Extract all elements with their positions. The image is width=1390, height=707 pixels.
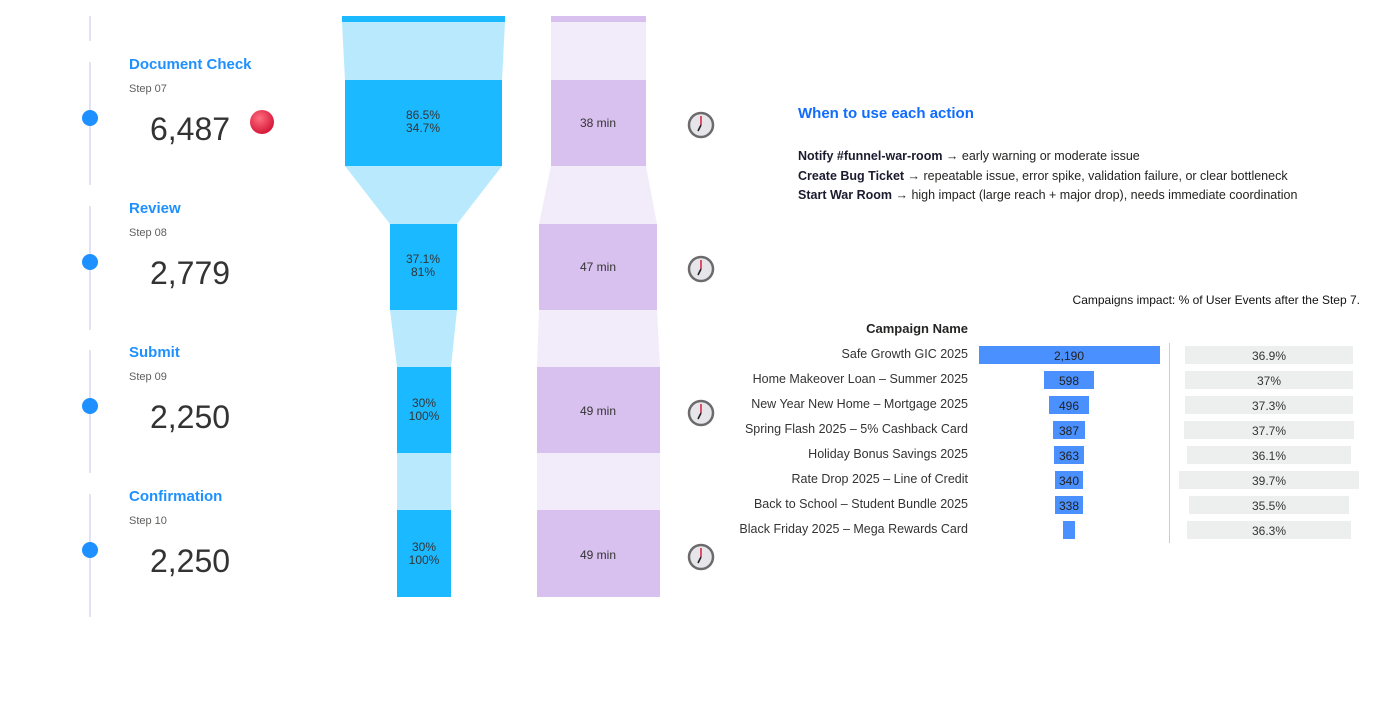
step-title: Submit [129,344,180,361]
share-rate: 81% [410,265,436,279]
funnel-connector [397,453,451,510]
help-item: Start War Room → high impact (large reac… [798,188,1297,202]
time-top-strip [551,16,646,22]
campaign-count-bar: 387 [1053,421,1085,439]
funnel-label: 30% 100% [384,541,464,567]
step-number: Step 08 [129,227,167,239]
campaign-pct-bar: 36.1% [1187,446,1351,464]
timeline-dot [82,110,98,126]
conversion-rate: 37.1% [405,252,441,266]
help-action: Create Bug Ticket [798,168,905,183]
funnel-label: 86.5% 34.7% [383,109,463,135]
campaign-name: Back to School – Student Bundle 2025 [753,497,968,511]
campaign-name: Home Makeover Loan – Summer 2025 [752,372,968,386]
campaign-name-header: Campaign Name [866,321,968,336]
time-connector [539,166,657,224]
step-count: 2,250 [149,543,231,579]
funnel-connector [342,22,505,80]
campaigns-caption: Campaigns impact: % of User Events after… [1072,293,1360,307]
clock-icon [687,255,715,283]
step-title: Document Check [129,56,252,73]
campaign-name: Safe Growth GIC 2025 [841,347,968,361]
time-label: 38 min [579,116,617,130]
help-item: Notify #funnel-war-room → early warning … [798,149,1140,163]
step-count: 6,487 [149,111,231,147]
funnel-label: 37.1% 81% [383,253,463,279]
campaign-count-bar: 340 [1054,471,1084,489]
campaign-count-bar: 2,190 [978,346,1160,364]
campaign-pct-bar: 37.7% [1183,421,1355,439]
help-desc: → repeatable issue, error spike, validat… [904,168,1288,183]
column-divider [1169,343,1170,543]
share-rate: 34.7% [405,121,441,135]
help-action: Notify #funnel-war-room [798,149,943,163]
share-rate: 100% [408,409,440,423]
time-connector [537,310,660,367]
campaign-pct-bar: 36.9% [1185,346,1353,364]
campaign-name: Black Friday 2025 – Mega Rewards Card [739,522,968,536]
time-connector [551,22,646,80]
campaign-name: Spring Flash 2025 – 5% Cashback Card [744,422,968,436]
step-title: Review [129,200,181,217]
timeline-dot [82,398,98,414]
clock-icon [687,111,715,139]
red-circle-icon [250,110,274,134]
funnel-top-strip [342,16,505,22]
funnel-connector [345,166,502,224]
help-action: Start War Room [798,188,892,202]
funnel-chart [342,16,660,597]
funnel-label: 30% 100% [384,397,464,423]
step-number: Step 09 [129,371,167,383]
time-label: 49 min [579,404,617,418]
campaign-pct-bar: 37% [1185,371,1353,389]
help-title: When to use each action [798,105,974,122]
time-bar-step-07 [551,80,646,166]
campaign-pct-bar: 39.7% [1179,471,1359,489]
time-bar-step-10 [537,510,660,597]
campaign-count-bar: 338 [1055,496,1083,514]
conversion-rate: 30% [411,540,437,554]
campaign-count-bar: 598 [1044,371,1094,389]
conversion-rate: 86.5% [405,108,441,122]
campaign-name: New Year New Home – Mortgage 2025 [751,397,968,411]
campaign-pct-bar: 35.5% [1188,496,1350,514]
funnel-connector [390,310,457,367]
campaign-count-bar: 363 [1053,446,1084,464]
help-desc: → high impact (large reach + major drop)… [892,188,1298,202]
campaign-pct-bar: 36.3% [1186,521,1352,539]
clock-icon [687,543,715,571]
conversion-rate: 30% [411,396,437,410]
funnel-bar-step-08 [390,224,457,310]
campaign-count-bar: 496 [1048,396,1090,414]
campaign-name: Rate Drop 2025 – Line of Credit [791,472,969,486]
step-title: Confirmation [129,488,223,505]
time-connector [537,453,660,510]
time-label: 47 min [579,260,617,274]
campaign-count-bar [1062,521,1076,539]
time-bar-step-08 [539,224,657,310]
step-count: 2,779 [149,255,231,291]
timeline-dot [82,254,98,270]
time-label: 49 min [579,548,617,562]
funnel-bar-step-09 [397,367,451,453]
clock-icon [687,399,715,427]
time-bar-step-09 [537,367,660,453]
step-number: Step 07 [129,83,167,95]
step-number: Step 10 [129,515,167,527]
timeline-line [89,16,91,41]
campaign-pct-bar: 37.3% [1184,396,1354,414]
campaign-name: Holiday Bonus Savings 2025 [808,447,968,461]
funnel-bar-step-10 [397,510,451,597]
funnel-bar-step-07 [345,80,502,166]
help-desc: → early warning or moderate issue [942,149,1140,163]
step-count: 2,250 [149,399,231,435]
share-rate: 100% [408,553,440,567]
timeline-dot [82,542,98,558]
help-item: Create Bug Ticket → repeatable issue, er… [798,169,1288,183]
